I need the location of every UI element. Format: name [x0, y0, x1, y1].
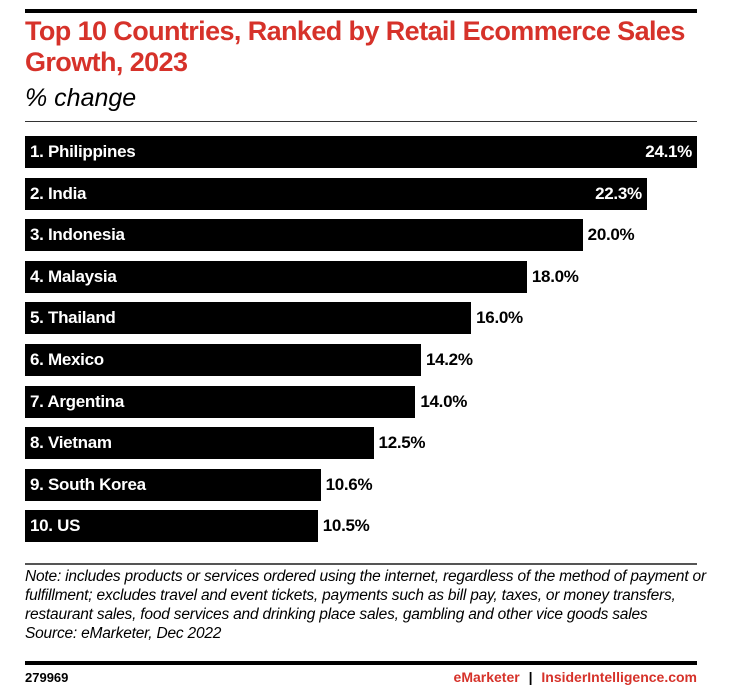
bar [25, 260, 527, 293]
value-label: 14.2% [425, 350, 473, 369]
category-label: 1. Philippines [30, 142, 136, 161]
value-label: 18.0% [531, 266, 579, 286]
brand: eMarketer | InsiderIntelligence.com [454, 669, 697, 685]
value-label: 12.5% [378, 433, 426, 453]
bar [25, 427, 374, 460]
value-label: 20.0% [587, 225, 635, 245]
value-label: 14.0% [420, 391, 468, 411]
chart-title: Top 10 Countries, Ranked by Retail Ecomm… [25, 16, 685, 77]
category-label: 10. US [30, 516, 81, 536]
source-text: Source: eMarketer, Dec 2022 [25, 625, 222, 642]
category-label: 4. Malaysia [30, 266, 117, 286]
category-label: 5. Thailand [30, 308, 116, 328]
chart-id: 279969 [25, 670, 69, 685]
bar [25, 219, 583, 252]
bar [25, 385, 416, 418]
note-text: Note: includes products or services orde… [25, 568, 706, 623]
divider [25, 121, 697, 122]
value-label: 16.0% [476, 308, 523, 328]
category-label: 9. South Korea [30, 474, 146, 494]
divider [25, 563, 697, 565]
category-label: 2. India [30, 183, 87, 203]
bar [25, 302, 472, 335]
value-label: 24.1% [645, 142, 692, 161]
value-label: 10.5% [322, 516, 370, 536]
category-label: 7. Argentina [30, 391, 125, 411]
top-rule [25, 9, 697, 13]
category-label: 6. Mexico [30, 350, 104, 369]
category-label: 8. Vietnam [30, 433, 112, 453]
bar [25, 344, 421, 376]
brand-divider: | [528, 669, 533, 685]
value-label: 22.3% [595, 183, 642, 203]
bar [25, 177, 647, 210]
chart-subtitle: % change [25, 84, 137, 112]
bar [25, 468, 321, 501]
brand-site[interactable]: InsiderIntelligence.com [541, 669, 697, 685]
value-label: 10.6% [325, 474, 373, 494]
footer-rule [25, 661, 697, 665]
bar [25, 136, 697, 168]
bar [25, 510, 318, 543]
category-label: 3. Indonesia [30, 225, 125, 245]
footnote: Note: includes products or services orde… [25, 567, 715, 643]
brand-emarketer: eMarketer [453, 669, 520, 685]
